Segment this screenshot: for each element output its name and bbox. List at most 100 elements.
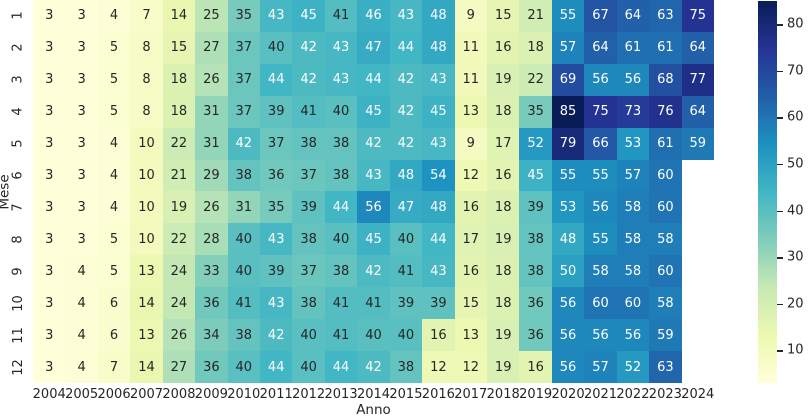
- heatmap-cell: 38: [389, 351, 423, 383]
- heatmap-cell: 16: [454, 191, 487, 224]
- heatmap-cell: 56: [551, 351, 585, 383]
- heatmap-cell: 41: [324, 0, 358, 32]
- heatmap-cell: 8: [130, 63, 163, 96]
- colorbar-tick-label: 70: [787, 63, 804, 79]
- x-tick-label: 2007: [129, 387, 164, 402]
- heatmap-cell: [681, 223, 714, 256]
- x-tick-label: 2010: [227, 387, 261, 402]
- heatmap-cell: 21: [162, 159, 196, 192]
- heatmap-cell: 38: [292, 287, 325, 320]
- x-tick-label: 2004: [32, 387, 66, 402]
- heatmap-cell: 43: [422, 255, 455, 288]
- colorbar-tick-label: 10: [787, 342, 804, 358]
- heatmap-cell: 38: [519, 223, 552, 256]
- heatmap-cell: 16: [486, 159, 520, 192]
- heatmap-cell: 5: [97, 63, 131, 96]
- x-tick-label: 2019: [519, 387, 553, 402]
- heatmap-cell: 56: [616, 319, 650, 352]
- heatmap-cell: 43: [324, 31, 358, 64]
- heatmap-cell: 31: [227, 191, 260, 224]
- heatmap-cell: 18: [162, 63, 196, 96]
- heatmap-cell: 14: [130, 351, 163, 383]
- heatmap-cell: 3: [65, 95, 98, 128]
- x-tick-label: 2009: [194, 387, 228, 402]
- heatmap-cell: 44: [422, 223, 455, 256]
- heatmap-cell: 39: [292, 191, 325, 224]
- heatmap-cell: 69: [551, 63, 585, 96]
- heatmap-cell: 58: [649, 287, 682, 320]
- heatmap-cell: [681, 191, 714, 224]
- heatmap-cell: 3: [33, 191, 66, 224]
- x-tick-label: 2012: [292, 387, 326, 402]
- heatmap-cell: 4: [65, 255, 98, 288]
- heatmap-cell: 18: [486, 287, 520, 320]
- heatmap-cell: 16: [519, 351, 552, 383]
- heatmap-cell: 42: [389, 127, 423, 160]
- heatmap-cell: 40: [324, 95, 358, 128]
- heatmap-cell: 12: [454, 159, 487, 192]
- heatmap-cell: 56: [584, 191, 617, 224]
- colorbar-tick-mark: [777, 210, 783, 213]
- heatmap-cell: 10: [130, 159, 163, 192]
- x-tick-label: 2005: [65, 387, 99, 402]
- heatmap-cell: 41: [324, 319, 358, 352]
- heatmap-cell: [681, 351, 714, 383]
- colorbar-tick-mark: [777, 303, 783, 306]
- heatmap-cell: 36: [519, 319, 552, 352]
- heatmap-cell: 76: [649, 95, 682, 128]
- heatmap-cell: 40: [292, 351, 325, 383]
- x-tick-label: 2020: [551, 387, 585, 402]
- heatmap-cell: 3: [33, 351, 66, 383]
- heatmap-cell: 63: [649, 0, 682, 32]
- heatmap-cell: 37: [227, 31, 260, 64]
- heatmap-cell: 40: [259, 31, 293, 64]
- heatmap-cell: 60: [649, 255, 682, 288]
- heatmap-cell: 3: [65, 31, 98, 64]
- y-tick-label: 3: [10, 75, 26, 84]
- heatmap-cell: 13: [454, 95, 487, 128]
- heatmap-cell: 17: [454, 223, 487, 256]
- heatmap-cell: 56: [584, 63, 617, 96]
- heatmap-cell: 48: [422, 0, 455, 32]
- heatmap-cell: 63: [649, 351, 682, 383]
- colorbar-tick-mark: [777, 117, 783, 119]
- heatmap-cell: 75: [681, 0, 714, 32]
- heatmap-cell: 3: [33, 287, 66, 320]
- y-tick-label: 12: [10, 358, 26, 376]
- heatmap-cell: 15: [486, 0, 520, 32]
- x-tick-label: 2017: [454, 387, 488, 402]
- heatmap-cell: 43: [324, 63, 358, 96]
- heatmap-cell: 60: [649, 159, 682, 192]
- heatmap-cell: 68: [649, 63, 682, 96]
- heatmap-cell: 5: [97, 223, 131, 256]
- heatmap-cell: 21: [519, 0, 552, 32]
- heatmap-cell: 53: [616, 127, 650, 160]
- heatmap-cell: 48: [422, 191, 455, 224]
- y-tick-label: 2: [10, 43, 26, 52]
- y-tick-label: 6: [10, 171, 26, 180]
- heatmap-cell: 54: [422, 159, 455, 192]
- heatmap-cell: 58: [616, 191, 650, 224]
- heatmap-cell: 3: [33, 127, 66, 160]
- x-tick-label: 2011: [259, 387, 293, 402]
- heatmap-cell: 42: [389, 63, 423, 96]
- heatmap-cell: 3: [33, 63, 66, 96]
- colorbar-tick-label: 60: [787, 109, 804, 125]
- heatmap-cell: 16: [486, 31, 520, 64]
- heatmap-cell: 55: [584, 223, 617, 256]
- heatmap-cell: 53: [551, 191, 585, 224]
- x-tick-label: 2016: [421, 387, 455, 402]
- heatmap-cell: 64: [681, 95, 714, 128]
- colorbar-tick-label: 50: [787, 156, 804, 172]
- heatmap-cell: 45: [357, 223, 390, 256]
- colorbar-gradient: [758, 1, 777, 383]
- heatmap-cell: 22: [162, 127, 196, 160]
- heatmap-cell: 4: [65, 351, 98, 383]
- heatmap-cell: 18: [486, 95, 520, 128]
- heatmap-cell: 52: [519, 127, 552, 160]
- heatmap-cell: 39: [422, 287, 455, 320]
- heatmap-cell: 45: [519, 159, 552, 192]
- heatmap-cell: 19: [486, 223, 520, 256]
- heatmap-cell: 11: [454, 31, 487, 64]
- y-tick-label: 9: [10, 267, 26, 276]
